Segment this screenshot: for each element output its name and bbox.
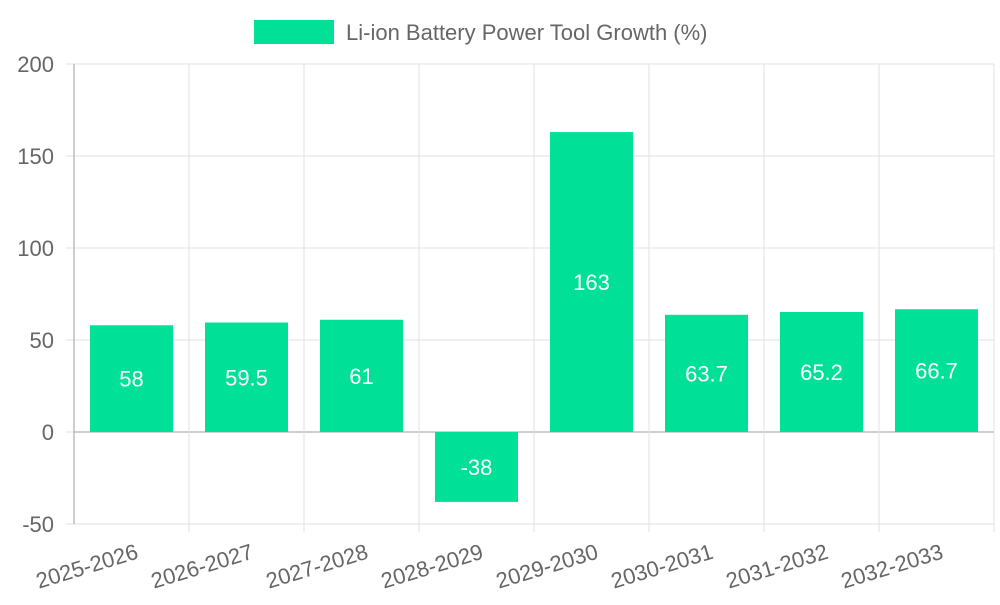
data-label: 163 — [573, 270, 610, 295]
x-tick-label: 2031-2032 — [723, 539, 831, 594]
bar[interactable] — [780, 312, 863, 432]
legend[interactable]: Li-ion Battery Power Tool Growth (%) — [254, 20, 708, 45]
legend-label[interactable]: Li-ion Battery Power Tool Growth (%) — [346, 20, 708, 45]
bar[interactable] — [895, 309, 978, 432]
x-tick-label: 2028-2029 — [378, 539, 486, 594]
data-label: 58 — [119, 367, 143, 392]
y-tick-label: 150 — [17, 144, 54, 169]
x-tick-label: 2025-2026 — [33, 539, 141, 594]
bar[interactable] — [550, 132, 633, 432]
bar[interactable] — [435, 432, 518, 502]
bar[interactable] — [320, 319, 403, 432]
data-label: 65.2 — [800, 360, 843, 385]
x-tick-label: 2026-2027 — [148, 539, 256, 594]
bar[interactable] — [90, 325, 173, 432]
x-tick-label: 2029-2030 — [493, 539, 601, 594]
bar[interactable] — [665, 314, 748, 432]
data-label: 59.5 — [225, 365, 268, 390]
bar[interactable] — [205, 322, 288, 432]
x-tick-label: 2030-2031 — [608, 539, 716, 594]
data-label: 66.7 — [915, 359, 958, 384]
x-tick-label: 2027-2028 — [263, 539, 371, 594]
grid — [73, 63, 995, 532]
data-label: 63.7 — [685, 361, 728, 386]
bars — [90, 132, 978, 502]
data-label: -38 — [461, 455, 493, 480]
y-tick-label: 50 — [30, 328, 54, 353]
data-labels: 58 59.5 61 -38 163 63.7 65.2 66.7 — [119, 270, 958, 480]
x-tick-label: 2032-2033 — [838, 539, 946, 594]
y-tick-label: -50 — [22, 512, 54, 537]
y-tick-label: 0 — [42, 420, 54, 445]
legend-swatch[interactable] — [254, 20, 334, 44]
data-label: 61 — [349, 364, 373, 389]
y-tick-label: 100 — [17, 236, 54, 261]
y-tick-label: 200 — [17, 52, 54, 77]
